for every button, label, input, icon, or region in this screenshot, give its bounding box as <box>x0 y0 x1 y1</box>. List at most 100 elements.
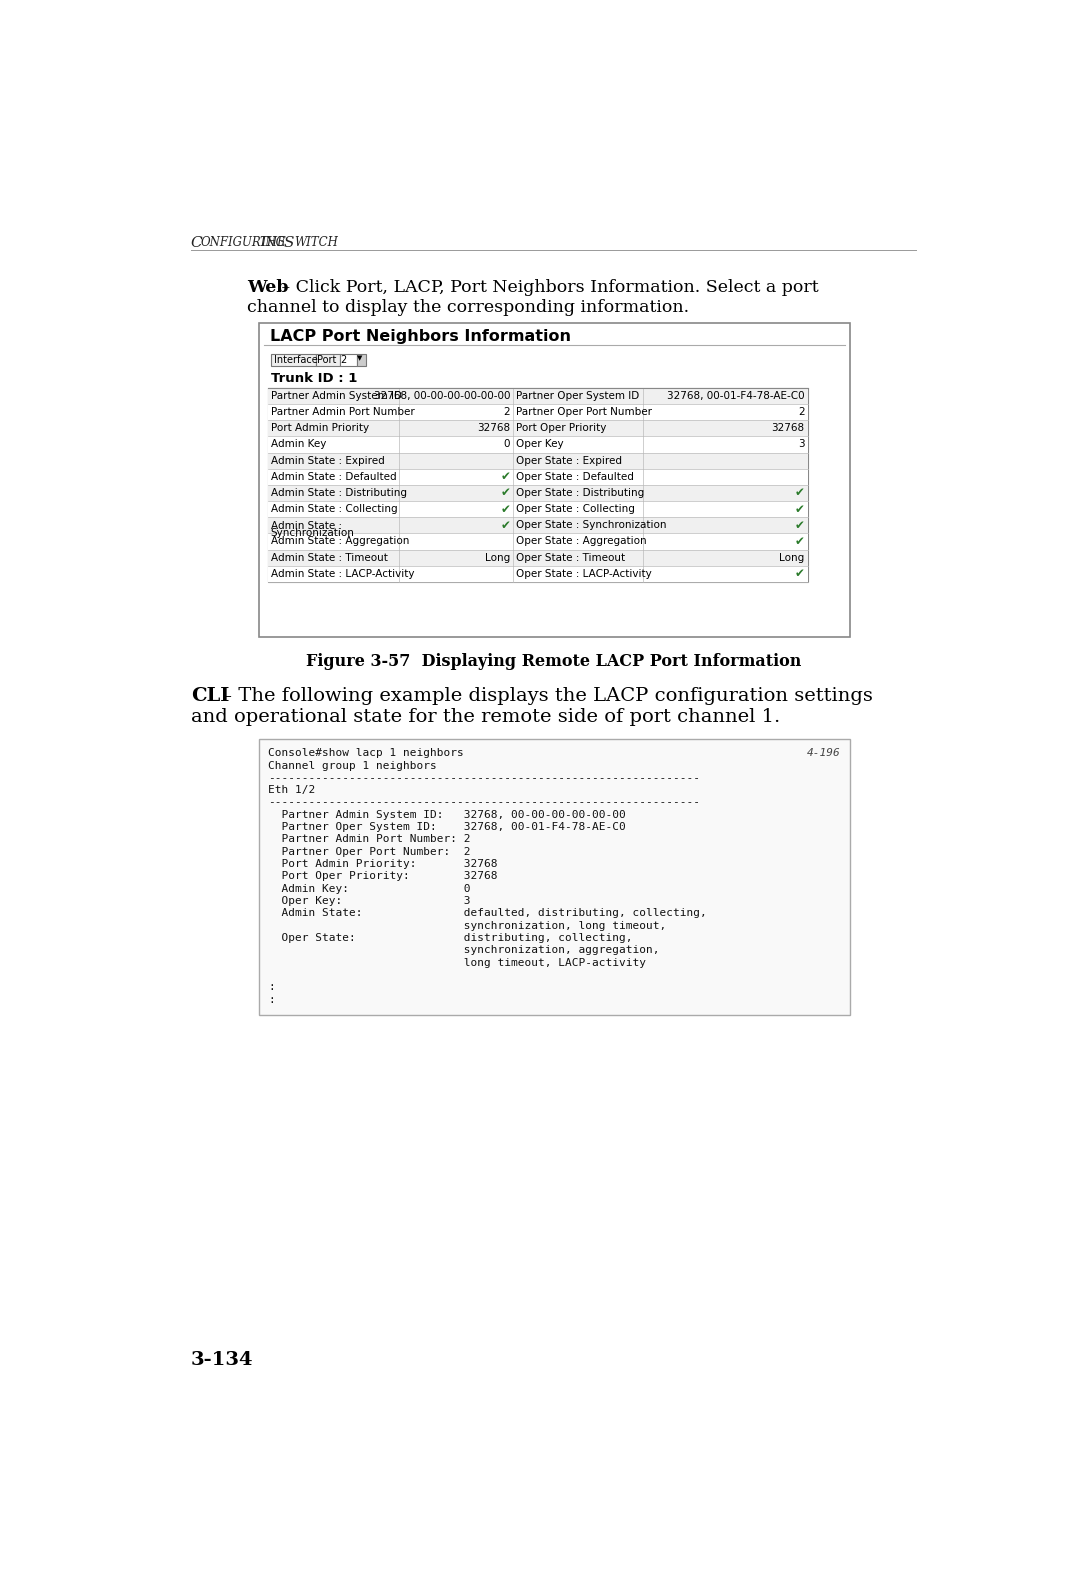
Text: ONFIGURING: ONFIGURING <box>201 236 286 250</box>
Text: Port Oper Priority:        32768: Port Oper Priority: 32768 <box>268 871 498 881</box>
Text: :: : <box>268 994 275 1005</box>
Bar <box>268 501 808 517</box>
Text: Admin State : Defaulted: Admin State : Defaulted <box>271 471 396 482</box>
Text: LACP Port Neighbors Information: LACP Port Neighbors Information <box>270 330 571 344</box>
FancyBboxPatch shape <box>259 739 850 1014</box>
Text: ✔: ✔ <box>795 567 805 581</box>
Text: ----------------------------------------------------------------: ----------------------------------------… <box>268 772 700 783</box>
Bar <box>268 565 808 582</box>
Text: 3: 3 <box>798 440 805 449</box>
Text: Oper State : Expired: Oper State : Expired <box>515 455 621 466</box>
Text: ▼: ▼ <box>357 355 363 361</box>
Text: 32768, 00-01-F4-78-AE-C0: 32768, 00-01-F4-78-AE-C0 <box>667 391 805 400</box>
Text: Oper State : Aggregation: Oper State : Aggregation <box>515 537 646 546</box>
Text: S: S <box>284 236 294 250</box>
Text: ----------------------------------------------------------------: ----------------------------------------… <box>268 798 700 807</box>
Text: Port: Port <box>318 355 337 364</box>
Text: Partner Admin System ID: Partner Admin System ID <box>271 391 402 400</box>
Bar <box>268 534 808 550</box>
FancyBboxPatch shape <box>271 353 316 366</box>
Text: Port Admin Priority: Port Admin Priority <box>271 424 368 433</box>
Text: Oper State : Timeout: Oper State : Timeout <box>515 553 624 562</box>
FancyBboxPatch shape <box>316 353 339 366</box>
Text: Oper Key:                  3: Oper Key: 3 <box>268 896 471 906</box>
Text: Oper Key: Oper Key <box>515 440 563 449</box>
Text: Partner Oper Port Number:  2: Partner Oper Port Number: 2 <box>268 846 471 857</box>
Text: Interface: Interface <box>273 355 318 364</box>
Text: Admin Key:                 0: Admin Key: 0 <box>268 884 471 893</box>
Text: Oper State : Collecting: Oper State : Collecting <box>515 504 634 513</box>
Text: Oper State : Defaulted: Oper State : Defaulted <box>515 471 633 482</box>
Text: 3-134: 3-134 <box>191 1352 254 1369</box>
Text: 0: 0 <box>503 440 510 449</box>
Text: Admin State : Aggregation: Admin State : Aggregation <box>271 537 409 546</box>
Text: C: C <box>191 236 202 250</box>
Text: Admin State : Timeout: Admin State : Timeout <box>271 553 388 562</box>
Text: Admin Key: Admin Key <box>271 440 326 449</box>
Text: Admin State :: Admin State : <box>271 521 341 531</box>
Text: Long: Long <box>485 553 510 562</box>
Text: Partner Oper System ID: Partner Oper System ID <box>515 391 638 400</box>
Text: synchronization, long timeout,: synchronization, long timeout, <box>268 920 666 931</box>
Text: Synchronization: Synchronization <box>271 528 354 539</box>
Text: ✔: ✔ <box>500 518 511 532</box>
Text: CLI: CLI <box>191 686 229 705</box>
Bar <box>268 436 808 452</box>
Text: ✔: ✔ <box>795 502 805 515</box>
Text: :: : <box>268 983 275 992</box>
Text: 2: 2 <box>340 355 347 364</box>
Text: Partner Admin System ID:   32768, 00-00-00-00-00-00: Partner Admin System ID: 32768, 00-00-00… <box>268 810 626 820</box>
Text: Partner Oper System ID:    32768, 00-01-F4-78-AE-C0: Partner Oper System ID: 32768, 00-01-F4-… <box>268 823 626 832</box>
Text: 32768: 32768 <box>477 424 510 433</box>
Text: Admin State : Collecting: Admin State : Collecting <box>271 504 397 513</box>
Text: Admin State : Expired: Admin State : Expired <box>271 455 384 466</box>
Text: and operational state for the remote side of port channel 1.: and operational state for the remote sid… <box>191 708 780 727</box>
Bar <box>268 452 808 469</box>
Text: ✔: ✔ <box>500 502 511 515</box>
Text: Port Oper Priority: Port Oper Priority <box>515 424 606 433</box>
Bar <box>268 469 808 485</box>
Bar <box>268 485 808 501</box>
Text: 32768, 00-00-00-00-00-00: 32768, 00-00-00-00-00-00 <box>374 391 510 400</box>
FancyBboxPatch shape <box>339 353 356 366</box>
Text: ✔: ✔ <box>795 518 805 532</box>
Text: Long: Long <box>780 553 805 562</box>
Bar <box>268 388 808 403</box>
Text: Oper State:                distributing, collecting,: Oper State: distributing, collecting, <box>268 933 633 944</box>
Text: 2: 2 <box>798 407 805 418</box>
Text: Console#show lacp 1 neighbors: Console#show lacp 1 neighbors <box>268 749 464 758</box>
Bar <box>268 421 808 436</box>
Bar <box>268 517 808 534</box>
Text: Eth 1/2: Eth 1/2 <box>268 785 315 794</box>
Bar <box>268 403 808 421</box>
FancyBboxPatch shape <box>259 323 850 637</box>
Text: 2: 2 <box>503 407 510 418</box>
Text: ✔: ✔ <box>795 487 805 499</box>
Text: Partner Oper Port Number: Partner Oper Port Number <box>515 407 651 418</box>
Text: 4-196: 4-196 <box>807 749 840 758</box>
Bar <box>268 550 808 565</box>
Text: Figure 3-57  Displaying Remote LACP Port Information: Figure 3-57 Displaying Remote LACP Port … <box>306 653 801 670</box>
Text: Admin State : Distributing: Admin State : Distributing <box>271 488 407 498</box>
Text: Web: Web <box>247 279 288 297</box>
Text: Admin State : LACP-Activity: Admin State : LACP-Activity <box>271 568 414 579</box>
Text: – The following example displays the LACP configuration settings: – The following example displays the LAC… <box>216 686 873 705</box>
Text: Admin State:               defaulted, distributing, collecting,: Admin State: defaulted, distributing, co… <box>268 909 707 918</box>
Text: Oper State : LACP-Activity: Oper State : LACP-Activity <box>515 568 651 579</box>
Text: Partner Admin Port Number: 2: Partner Admin Port Number: 2 <box>268 834 471 845</box>
Text: Trunk ID : 1: Trunk ID : 1 <box>271 372 357 385</box>
Text: ✔: ✔ <box>500 471 511 484</box>
Text: THE: THE <box>259 236 286 250</box>
Text: Port Admin Priority:       32768: Port Admin Priority: 32768 <box>268 859 498 870</box>
Bar <box>268 388 808 582</box>
Text: ✔: ✔ <box>795 535 805 548</box>
Text: Oper State : Synchronization: Oper State : Synchronization <box>515 520 666 531</box>
Text: 32768: 32768 <box>771 424 805 433</box>
Text: Partner Admin Port Number: Partner Admin Port Number <box>271 407 415 418</box>
Text: channel to display the corresponding information.: channel to display the corresponding inf… <box>247 300 689 316</box>
Text: Oper State : Distributing: Oper State : Distributing <box>515 488 644 498</box>
Text: WITCH: WITCH <box>294 236 338 250</box>
Text: – Click Port, LACP, Port Neighbors Information. Select a port: – Click Port, LACP, Port Neighbors Infor… <box>276 279 819 297</box>
FancyBboxPatch shape <box>356 353 366 366</box>
Text: long timeout, LACP-activity: long timeout, LACP-activity <box>268 958 646 967</box>
